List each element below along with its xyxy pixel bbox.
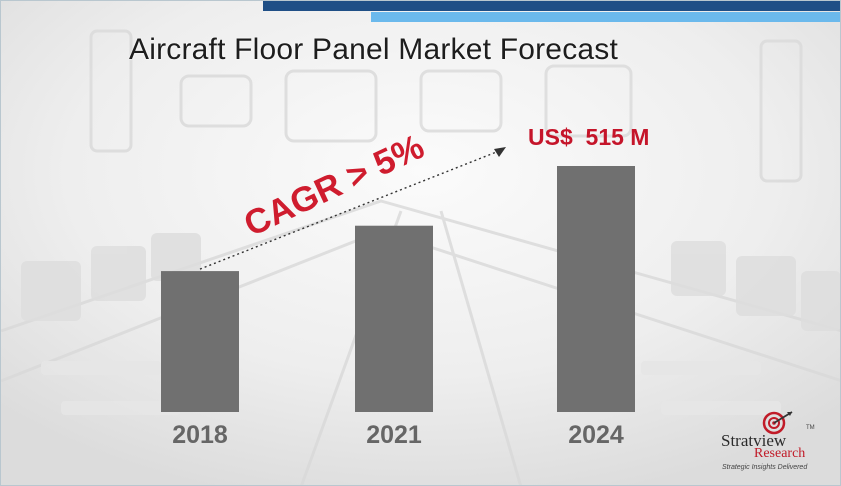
bar-2024 [557, 166, 635, 412]
header-stripe-dark [263, 1, 840, 11]
x-tick-label: 2021 [366, 421, 422, 449]
logo-trademark: TM [806, 425, 815, 431]
target-icon [762, 411, 793, 435]
growth-arrow-head [494, 147, 506, 157]
bar-2018 [161, 271, 239, 412]
x-tick-label: 2018 [172, 421, 228, 449]
logo-name-line1: Stratview [721, 431, 787, 450]
header-stripe-light [371, 12, 840, 22]
x-tick-label: 2024 [568, 421, 624, 449]
stratview-logo: Stratview TM Research Strategic Insights… [717, 409, 837, 479]
logo-name-line2: Research [754, 446, 806, 461]
chart-title: Aircraft Floor Panel Market Forecast [129, 33, 619, 66]
bar-2021 [355, 225, 433, 412]
growth-arrow-line [199, 150, 500, 270]
logo-tagline: Strategic Insights Delivered [722, 464, 808, 471]
value-annotation: US$ 515 M [528, 124, 650, 150]
